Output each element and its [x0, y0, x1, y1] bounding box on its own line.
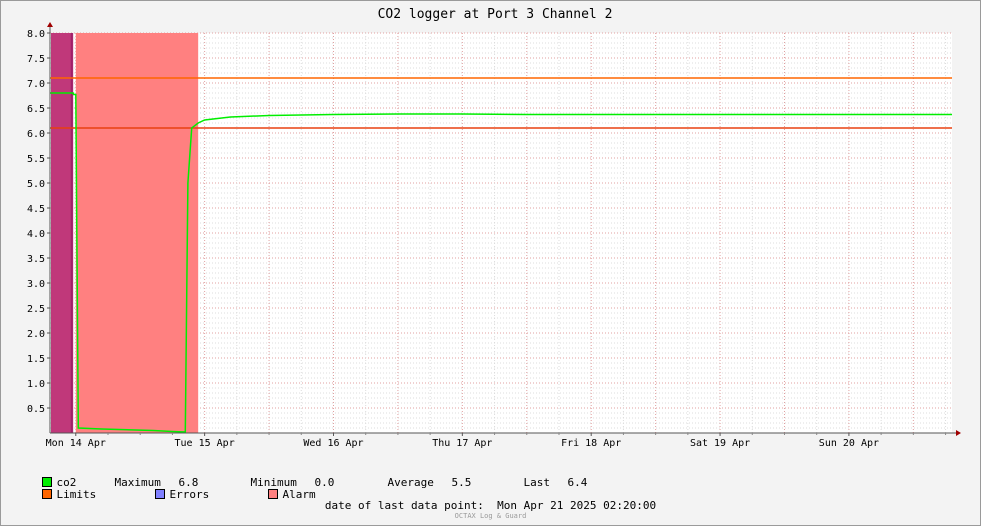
chart-title: CO2 logger at Port 3 Channel 2: [378, 7, 613, 22]
series-line-co2: [50, 92, 952, 433]
y-tick-label: 6.5: [27, 104, 45, 115]
x-tick-label: Sun 20 Apr: [819, 438, 879, 449]
legend-limits-label: Limits: [56, 488, 97, 501]
plot-area: 0.5 1.0 1.5 2.0 2.5 3.0 3.5 4.0 4.5 5.0 5.5 6.0 6.5 7…: [27, 22, 961, 449]
legend-alarm-label: Alarm: [282, 488, 316, 501]
y-tick-label: 2.5: [27, 304, 45, 315]
watermark: OCTAX Log & Guard: [454, 512, 527, 520]
legend-co2-label: co2: [56, 476, 77, 489]
legend-minimum-value: 0.0: [314, 476, 335, 489]
y-tick-label: 0.5: [27, 404, 45, 415]
y-tick-label: 5.0: [27, 179, 45, 190]
last-point-value: Mon Apr 21 2025 02:20:00: [497, 499, 657, 512]
x-axis-arrow-icon: [956, 430, 961, 436]
legend-maximum-value: 6.8: [178, 476, 199, 489]
x-tick-label: Sat 19 Apr: [690, 438, 750, 449]
legend-last-label: Last: [523, 476, 551, 489]
last-point-label: date of last data point:: [324, 499, 484, 512]
y-tick-label: 4.0: [27, 229, 45, 240]
x-tick-label: Wed 16 Apr: [303, 438, 363, 449]
alarm-band: [75, 33, 199, 433]
y-tick-label: 4.5: [27, 204, 45, 215]
x-tick-label: Tue 15 Apr: [175, 438, 235, 449]
legend-last-value: 6.4: [567, 476, 588, 489]
errors-swatch-icon: [154, 489, 165, 499]
legend-row-status: Limits Errors Alarm: [15, 475, 316, 501]
last-data-point: date of last data point: Mon Apr 21 2025…: [0, 499, 981, 512]
y-tick-label: 7.5: [27, 54, 45, 65]
y-tick-label: 8.0: [27, 29, 45, 40]
co2-swatch-icon: [41, 477, 52, 487]
legend-row-co2: co2 Maximum 6.8 Minimum 0.0 Average 5.5 Last 6.4: [15, 463, 587, 489]
x-tick-label: Mon 14 Apr: [46, 438, 106, 449]
legend-average-label: Average: [387, 476, 434, 489]
legend-errors-label: Errors: [169, 488, 210, 501]
alarm-swatch-icon: [267, 489, 278, 499]
legend-maximum-label: Maximum: [114, 476, 161, 489]
legend-minimum-label: Minimum: [250, 476, 297, 489]
y-tick-label: 6.0: [27, 129, 45, 140]
limits-swatch-icon: [41, 489, 52, 499]
errors-band: [51, 33, 74, 433]
x-tick-label: Thu 17 Apr: [432, 438, 492, 449]
y-axis-arrow-icon: [47, 22, 53, 27]
x-tick-label: Fri 18 Apr: [561, 438, 621, 449]
legend-average-value: 5.5: [451, 476, 472, 489]
y-tick-label: 2.0: [27, 329, 45, 340]
y-tick-label: 1.5: [27, 354, 45, 365]
y-tick-label: 3.0: [27, 279, 45, 290]
y-tick-label: 7.0: [27, 79, 45, 90]
y-tick-label: 3.5: [27, 254, 45, 265]
y-tick-label: 1.0: [27, 379, 45, 390]
y-tick-label: 5.5: [27, 154, 45, 165]
